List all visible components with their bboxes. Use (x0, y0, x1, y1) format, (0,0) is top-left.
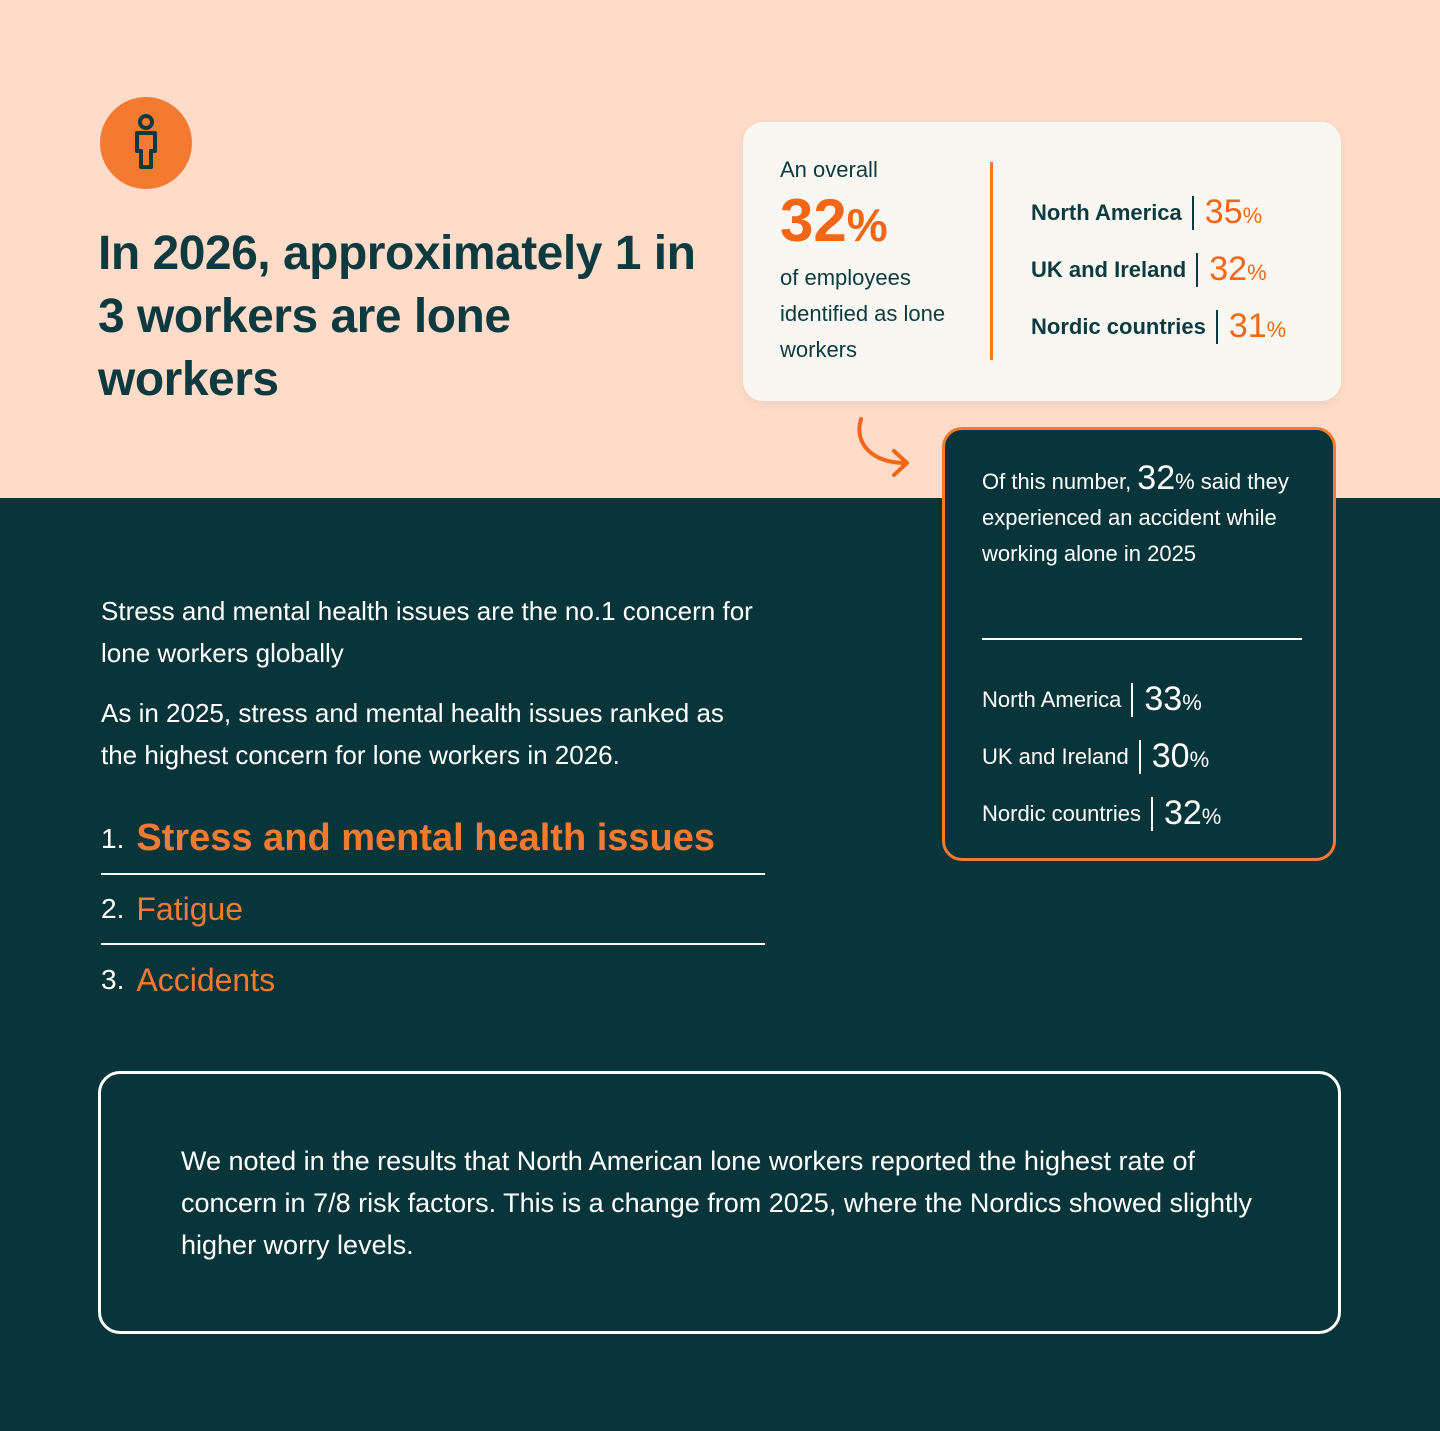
region-value: 33% (1144, 680, 1201, 719)
region-unit: % (1242, 203, 1263, 228)
card-divider (990, 162, 993, 360)
rank-label: Stress and mental health issues (136, 817, 716, 859)
concern-body: As in 2025, stress and mental health iss… (101, 698, 724, 770)
rank-item-2: 2. Fatigue (101, 875, 765, 945)
person-icon (100, 97, 192, 189)
accident-suffix: % said they experienced an accident whil… (982, 469, 1289, 566)
overall-value: 32% (780, 186, 980, 260)
rank-label: Accidents (136, 961, 276, 998)
overall-stats-card: An overall 32% of employees identified a… (743, 122, 1341, 401)
region-row-north-america: North America 35% (1031, 184, 1286, 241)
region-value: 31% (1229, 307, 1286, 346)
concern-lead: Stress and mental health issues are the … (101, 596, 753, 668)
note-box: We noted in the results that North Ameri… (98, 1071, 1341, 1334)
region-name: North America (1031, 199, 1182, 225)
region-name: UK and Ireland (982, 743, 1129, 769)
region-number: 30 (1151, 737, 1190, 775)
region-name: Nordic countries (982, 800, 1141, 826)
region-separator (1131, 682, 1134, 717)
concern-ranking: 1. Stress and mental health issues 2. Fa… (101, 804, 765, 1015)
region-number: 33 (1144, 680, 1183, 718)
region-value: 32% (1209, 250, 1266, 289)
accident-summary: Of this number, 32% said they experience… (982, 460, 1302, 572)
region-value: 35% (1205, 193, 1262, 232)
accident-divider (982, 638, 1302, 640)
overall-stat: An overall 32% of employees identified a… (780, 156, 980, 368)
region-separator (1150, 796, 1153, 831)
region-row-nordic: Nordic countries 31% (1031, 298, 1286, 355)
region-separator (1191, 195, 1194, 230)
rank-item-3: 3. Accidents (101, 945, 765, 1015)
page-title: In 2026, approximately 1 in 3 workers ar… (98, 227, 696, 406)
region-separator (1215, 309, 1218, 344)
accident-value: 32 (1137, 459, 1176, 497)
region-name: UK and Ireland (1031, 256, 1187, 282)
rank-number: 3. (101, 964, 125, 995)
rank-label: Fatigue (136, 890, 244, 927)
region-row-nordic: Nordic countries 32% (982, 785, 1221, 842)
region-unit: % (1189, 747, 1210, 772)
overall-number: 32 (780, 187, 847, 254)
accident-stats-card: Of this number, 32% said they experience… (942, 427, 1336, 861)
region-unit: % (1201, 804, 1222, 829)
region-row-north-america: North America 33% (982, 671, 1221, 728)
region-unit: % (1247, 260, 1267, 285)
rank-number: 2. (101, 893, 125, 924)
region-value: 32% (1164, 794, 1221, 833)
region-name: North America (982, 686, 1122, 712)
overall-description: of employees identified as lone workers (780, 265, 946, 362)
region-number: 35 (1204, 193, 1243, 231)
region-number: 31 (1228, 307, 1267, 345)
region-row-uk-ireland: UK and Ireland 30% (982, 728, 1221, 785)
region-row-uk-ireland: UK and Ireland 32% (1031, 241, 1286, 298)
rank-item-1: 1. Stress and mental health issues (101, 804, 765, 875)
accident-region-list: North America 33% UK and Ireland 30% Nordi… (982, 671, 1221, 842)
region-unit: % (1182, 690, 1202, 715)
note-text: We noted in the results that North Ameri… (181, 1146, 1253, 1260)
overall-region-list: North America 35% UK and Ireland 32% Nordi… (1031, 184, 1286, 355)
region-value: 30% (1152, 737, 1209, 776)
region-unit: % (1266, 317, 1287, 342)
region-number: 32 (1209, 250, 1248, 288)
overall-intro: An overall (780, 157, 878, 182)
region-separator (1196, 252, 1199, 287)
region-name: Nordic countries (1031, 313, 1206, 339)
concern-summary: Stress and mental health issues are the … (101, 590, 781, 776)
region-separator (1138, 739, 1141, 774)
rank-number: 1. (101, 822, 125, 854)
accident-prefix: Of this number, (982, 469, 1138, 494)
curved-arrow-icon (857, 417, 909, 477)
region-number: 32 (1163, 794, 1202, 832)
overall-unit: % (846, 199, 888, 251)
